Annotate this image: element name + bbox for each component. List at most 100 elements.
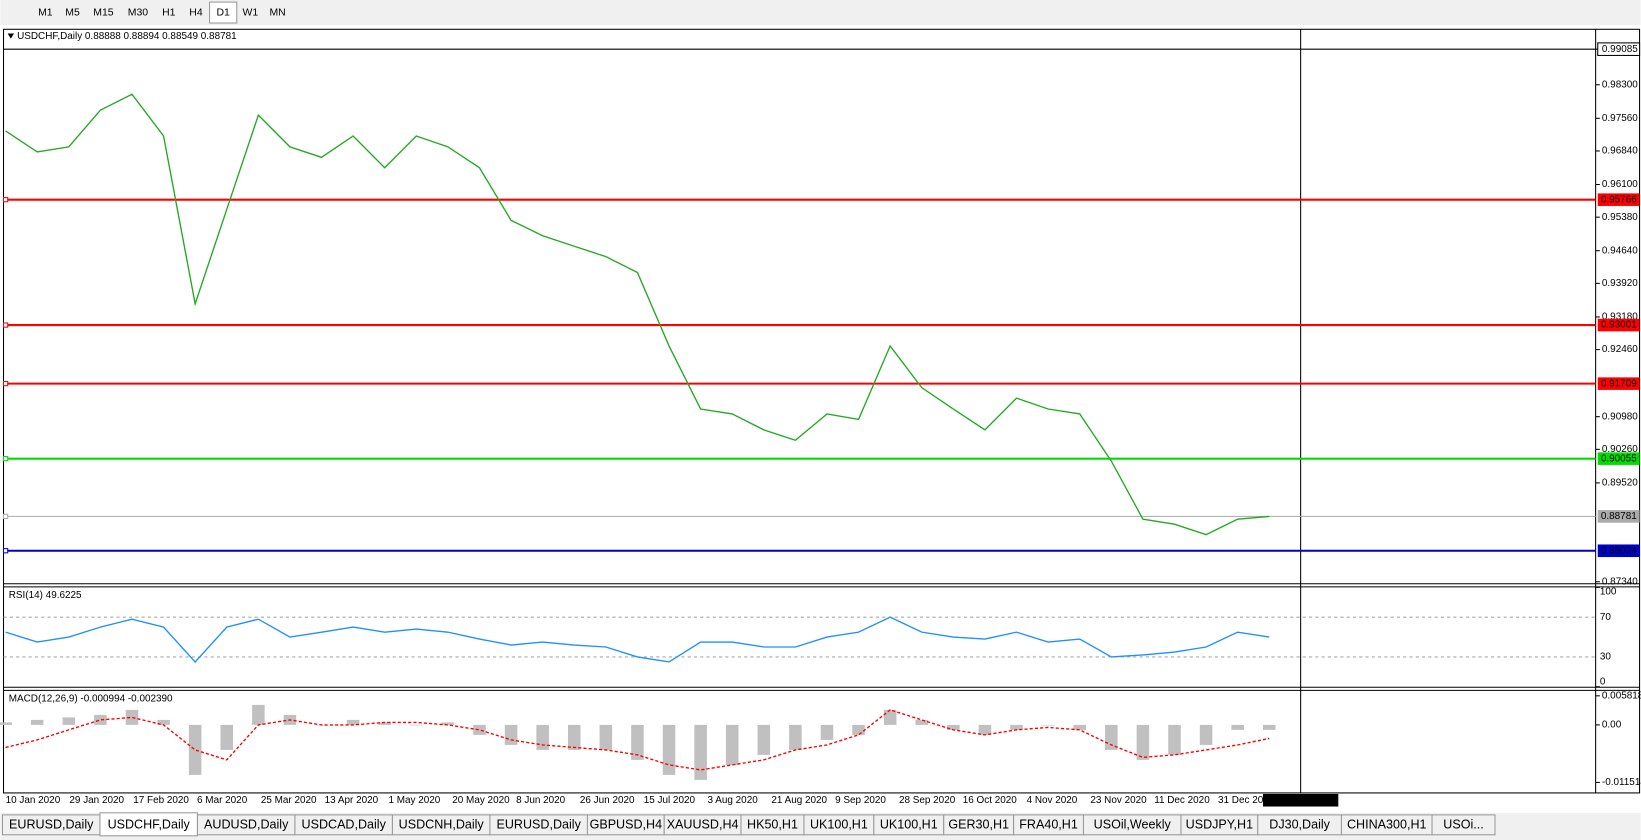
y-tick-label: 0.90980 [1602, 411, 1638, 422]
y-tick-label: 0.92460 [1602, 344, 1638, 355]
macd-tick-label: 0.005818 [1602, 690, 1641, 701]
macd-bar [599, 724, 613, 750]
tab-label[interactable]: CHINA300,H1 [1347, 818, 1427, 832]
macd-bar [94, 714, 107, 725]
price-line [5, 93, 1270, 536]
macd-bar [504, 724, 518, 745]
tab-label[interactable]: AUDUSD,Daily [204, 818, 289, 832]
timeframe-button[interactable]: W1 [243, 7, 259, 18]
tab-label[interactable]: USOil,Weekly [1094, 818, 1172, 832]
price-label: 0.95766 [1601, 194, 1637, 205]
timeframe-button[interactable]: M5 [65, 7, 80, 18]
tab-label[interactable]: USDCAD,Daily [302, 818, 387, 832]
price-label-box [1597, 510, 1640, 523]
tab-label[interactable]: GBPUSD,H4 [590, 818, 663, 832]
macd-bar [252, 704, 265, 725]
macd-bar [631, 724, 644, 760]
tab-label[interactable]: USOi... [1443, 818, 1483, 832]
macd-bar [662, 724, 676, 775]
x-tick-label: 3 Aug 2020 [708, 795, 759, 806]
collapse-icon[interactable] [7, 33, 14, 39]
x-tick-label: 29 Jan 2020 [69, 795, 124, 806]
y-tick-label: 0.97560 [1602, 113, 1638, 124]
tab-label[interactable]: UK100,H1 [810, 818, 868, 832]
tab-label[interactable]: XAUUSD,H4 [667, 818, 739, 832]
toolbar [0, 0, 1641, 26]
x-tick-label: 13 Apr 2020 [325, 795, 379, 806]
timeframe-button[interactable]: D1 [217, 7, 231, 18]
tab-label[interactable]: FRA40,H1 [1019, 818, 1078, 832]
macd-bar [157, 719, 170, 725]
macd-bar [378, 722, 391, 725]
level-handle [2, 197, 9, 203]
rsi-line [5, 616, 1270, 663]
price-label: 0.91709 [1601, 378, 1637, 389]
price-label-box [1597, 193, 1640, 206]
macd-bar [1073, 724, 1086, 730]
x-tick-label: 1 May 2020 [388, 795, 440, 806]
tab[interactable] [1431, 814, 1496, 836]
macd-bar [1168, 724, 1181, 755]
macd-bar [757, 724, 771, 755]
x-tick-label: 16 Oct 2020 [963, 795, 1018, 806]
x-tick-label: 17 Feb 2020 [133, 795, 189, 806]
timeframe-button[interactable]: M1 [38, 7, 53, 18]
tab-label[interactable]: USDCNH,Daily [399, 818, 485, 832]
level-handle [2, 548, 9, 554]
y-tick-label: 0.93180 [1602, 312, 1638, 323]
tab-label[interactable]: EURUSD,Daily [9, 818, 94, 832]
price-label: 0.93001 [1601, 320, 1637, 331]
tab-label[interactable]: EURUSD,Daily [497, 818, 582, 832]
macd-bar [125, 709, 139, 725]
rsi-tick-label: 70 [1600, 612, 1612, 623]
tab-label[interactable]: GER30,H1 [948, 818, 1009, 832]
x-tick-label: 28 Sep 2020 [899, 795, 956, 806]
tab-label[interactable]: USDJPY,H1 [1186, 818, 1253, 832]
level-handle [2, 381, 9, 387]
y-tick-label: 0.94640 [1602, 245, 1638, 256]
tab-label[interactable]: USDCHF,Daily [108, 818, 191, 832]
timeframe-button[interactable]: MN [269, 7, 285, 18]
macd-bar [473, 724, 486, 735]
macd-bar [852, 724, 865, 735]
macd-tick-label: -0.011514 [1602, 777, 1641, 788]
rsi-tick-label: 100 [1600, 587, 1617, 598]
timeframe-button[interactable]: H4 [189, 7, 203, 18]
x-tick-label: 21 Aug 2020 [771, 795, 827, 806]
tab-label[interactable]: HK50,H1 [747, 818, 798, 832]
rsi-tick-label: 0 [1600, 677, 1606, 688]
chart-frame [2, 28, 1641, 794]
price-box [1597, 42, 1641, 56]
price-label: 0.90055 [1601, 453, 1637, 464]
macd-bar [62, 717, 76, 725]
macd-signal [5, 709, 1270, 771]
macd-bar [441, 722, 455, 725]
macd-bar [789, 724, 802, 750]
level-handle [2, 456, 9, 462]
macd-tick-label: 0.00 [1602, 720, 1622, 731]
price-label-box [1597, 318, 1640, 332]
y-tick-label: 0.99085 [1602, 44, 1638, 55]
x-tick-label: 15 Jul 2020 [644, 795, 696, 806]
timeframe-button[interactable]: M30 [128, 7, 149, 18]
time-marker: 2021.01.23 0:00 [1266, 795, 1338, 806]
timeframe-button[interactable]: H1 [162, 7, 176, 18]
x-tick-label: 9 Sep 2020 [835, 795, 886, 806]
macd-bar [30, 719, 44, 725]
tab-label[interactable]: UK100,H1 [880, 818, 938, 832]
macd-bar [725, 724, 739, 765]
x-tick-label: 11 Dec 2020 [1154, 795, 1210, 806]
y-tick-label: 0.93920 [1602, 278, 1638, 289]
y-tick-label: 0.95380 [1602, 212, 1638, 223]
y-tick-label: 0.96100 [1602, 179, 1638, 190]
x-tick-label: 20 May 2020 [452, 795, 510, 806]
time-marker-box [1262, 793, 1339, 807]
active-timeframe [209, 1, 238, 24]
macd-bar [1262, 724, 1276, 730]
tab-label[interactable]: DJ30,Daily [1269, 818, 1330, 832]
x-tick-label: 8 Jun 2020 [516, 795, 566, 806]
macd-bar [947, 724, 960, 730]
price-label-box [1597, 452, 1640, 465]
timeframe-button[interactable]: M15 [93, 7, 114, 18]
